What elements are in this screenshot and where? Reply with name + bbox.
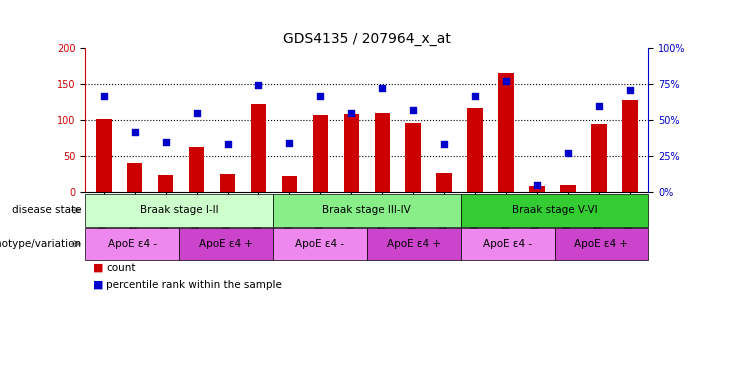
Bar	[468, 108, 483, 192]
Point	[500, 78, 512, 84]
Point	[345, 110, 357, 116]
Text: Braak stage III-IV: Braak stage III-IV	[322, 205, 411, 215]
Text: ■: ■	[93, 263, 103, 273]
Text: ApoE ε4 +: ApoE ε4 +	[574, 239, 628, 249]
Bar	[560, 185, 576, 192]
Bar	[127, 163, 142, 192]
Text: ApoE ε4 -: ApoE ε4 -	[107, 239, 156, 249]
Point	[190, 110, 202, 116]
Point	[253, 83, 265, 89]
Point	[531, 182, 543, 188]
Text: ■: ■	[93, 280, 103, 290]
Bar	[622, 100, 637, 192]
Text: ApoE ε4 +: ApoE ε4 +	[199, 239, 253, 249]
Point	[129, 128, 141, 135]
Point	[624, 87, 636, 93]
Title: GDS4135 / 207964_x_at: GDS4135 / 207964_x_at	[283, 31, 451, 46]
Bar	[405, 123, 421, 192]
Bar	[250, 104, 266, 192]
Point	[160, 139, 172, 145]
Bar	[220, 174, 236, 192]
Bar	[529, 186, 545, 192]
Text: percentile rank within the sample: percentile rank within the sample	[106, 280, 282, 290]
Text: count: count	[106, 263, 136, 273]
Point	[593, 103, 605, 109]
Point	[469, 93, 481, 99]
Point	[284, 140, 296, 146]
Point	[438, 141, 450, 147]
Text: ApoE ε4 -: ApoE ε4 -	[483, 239, 532, 249]
Text: ApoE ε4 +: ApoE ε4 +	[387, 239, 441, 249]
Bar	[313, 115, 328, 192]
Bar	[96, 119, 111, 192]
Bar	[189, 147, 205, 192]
Point	[376, 85, 388, 91]
Bar	[344, 114, 359, 192]
Text: Braak stage I-II: Braak stage I-II	[140, 205, 219, 215]
Text: disease state: disease state	[12, 205, 82, 215]
Text: Braak stage V-VI: Braak stage V-VI	[512, 205, 597, 215]
Bar	[374, 113, 390, 192]
Bar	[436, 172, 452, 192]
Text: genotype/variation: genotype/variation	[0, 239, 82, 249]
Bar	[158, 175, 173, 192]
Text: ApoE ε4 -: ApoE ε4 -	[296, 239, 345, 249]
Point	[98, 93, 110, 99]
Point	[222, 141, 233, 147]
Point	[408, 107, 419, 113]
Bar	[498, 73, 514, 192]
Point	[314, 93, 326, 99]
Bar	[591, 124, 607, 192]
Bar	[282, 176, 297, 192]
Point	[562, 150, 574, 156]
